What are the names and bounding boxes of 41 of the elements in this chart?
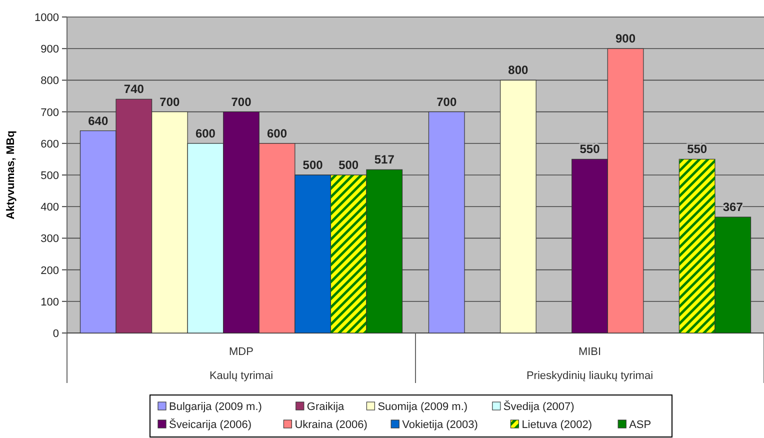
legend-label: Ukraina (2006) (294, 419, 368, 431)
legend-label: Švedija (2007) (503, 400, 574, 413)
y-tick-label: 200 (40, 264, 59, 277)
y-tick-label: 400 (40, 202, 59, 214)
data-label: 500 (302, 158, 324, 172)
legend-label: Šveicarija (2006) (169, 418, 252, 431)
y-tick-label: 1000 (34, 12, 59, 24)
legend-label: Graikija (306, 401, 346, 413)
data-label: 500 (338, 158, 359, 172)
y-tick-label: 500 (40, 170, 59, 182)
y-tick-label: 0 (52, 328, 59, 340)
y-tick-label: 600 (40, 138, 59, 150)
x-tick-label: MDP (229, 346, 254, 358)
legend-label: Suomija (2009 m.) (378, 401, 468, 413)
y-tick-label: 700 (40, 106, 59, 119)
y-tick-label: 300 (40, 233, 59, 246)
y-tick-label: 100 (40, 296, 59, 308)
data-label: 600 (195, 126, 216, 140)
legend-label: Lietuva (2002) (522, 419, 592, 431)
bar (500, 80, 536, 334)
data-label: 800 (508, 63, 529, 78)
data-label: 600 (267, 126, 288, 140)
text: Kaulų tyrimai (209, 370, 274, 382)
y-axis-title: Aktyvumas, MBq (5, 130, 17, 220)
data-label: 550 (580, 142, 600, 156)
data-label: 640 (88, 114, 108, 128)
data-label: 700 (160, 94, 180, 109)
text: Prieskydinių liaukų tyrimai (526, 370, 654, 382)
data-label: 700 (231, 94, 252, 109)
y-tick-label: 800 (40, 75, 59, 88)
y-tick-label: 900 (40, 44, 59, 56)
data-label: 740 (124, 82, 144, 96)
legend-label: ASP (629, 419, 652, 431)
data-label: 517 (374, 152, 395, 167)
bar (428, 112, 465, 334)
data-label: 700 (436, 94, 457, 109)
x-tick-label: MIBI (578, 346, 602, 358)
data-label: 550 (687, 142, 708, 156)
data-label: 900 (616, 32, 636, 46)
legend-label: Bulgarija (2009 m.) (169, 401, 262, 413)
legend-label: Vokietija (2003) (402, 419, 478, 431)
